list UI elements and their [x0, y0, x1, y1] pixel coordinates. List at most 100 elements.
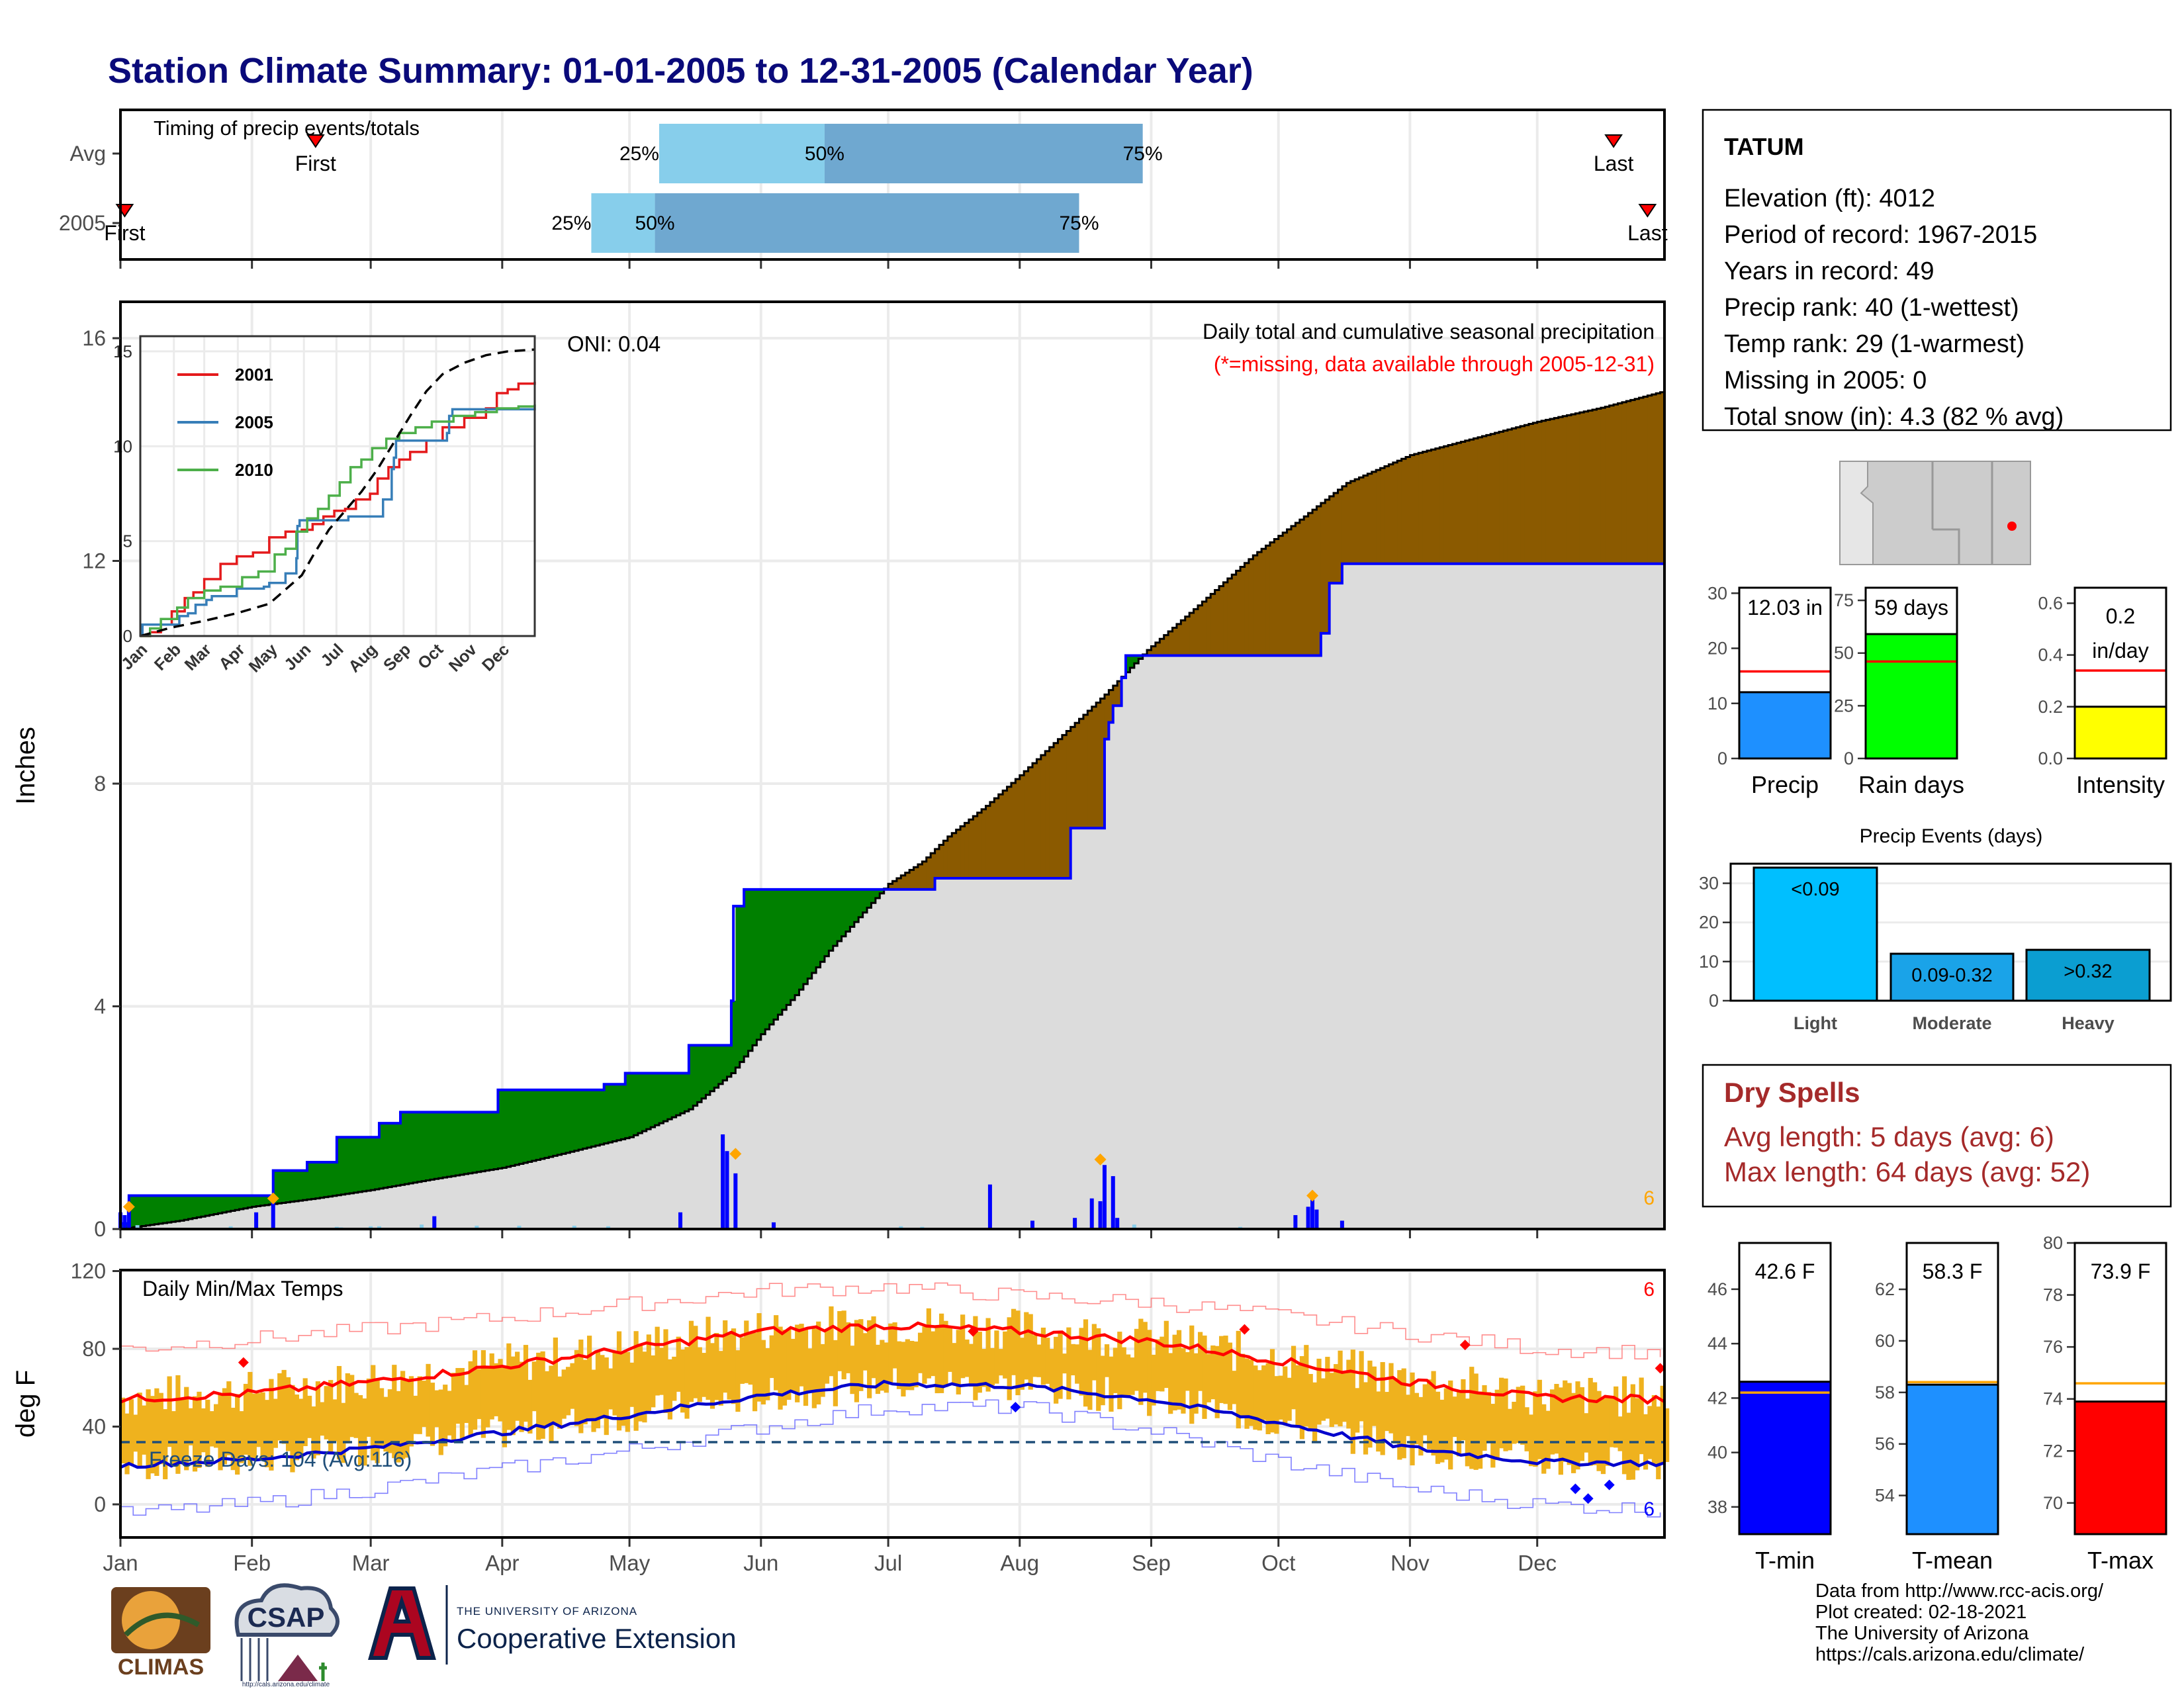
precip-below-normal-fill — [1155, 642, 1160, 656]
temp-record-marker — [968, 1326, 979, 1337]
temp-daily-bar — [977, 1332, 982, 1393]
temp-daily-bar — [1121, 1347, 1126, 1398]
precip-below-normal-fill — [1214, 590, 1220, 656]
precip-above-normal-fill — [574, 1089, 579, 1151]
precip-above-normal-fill — [616, 1084, 621, 1140]
precip-below-normal-fill — [1647, 395, 1653, 564]
precip-below-normal-fill — [1325, 499, 1330, 633]
precip-below-normal-fill — [1630, 400, 1635, 564]
temp-daily-bar — [502, 1367, 508, 1447]
temp-daily-bar — [510, 1356, 516, 1436]
precip-above-normal-fill — [803, 889, 808, 984]
temp-daily-bar — [803, 1327, 809, 1406]
temp-daily-bar — [1240, 1353, 1246, 1418]
temp-daily-bar — [1312, 1382, 1318, 1443]
temp-daily-bar — [1210, 1345, 1216, 1400]
temp-daily-bar — [1656, 1406, 1661, 1480]
timing-q50-label: 50% — [635, 212, 675, 234]
climas-logo-swoosh — [124, 1612, 201, 1637]
precip-below-normal-fill — [1058, 739, 1063, 879]
temp-daily-bar — [824, 1329, 830, 1384]
temp-y-tick-label: 120 — [71, 1259, 106, 1283]
temp-daily-bar — [1163, 1320, 1169, 1389]
precip-below-normal-fill — [1363, 475, 1368, 564]
temp-daily-bar — [417, 1376, 422, 1434]
precip-above-normal-fill — [256, 1195, 261, 1207]
precip-below-normal-fill — [1223, 582, 1228, 656]
precip-above-normal-fill — [226, 1195, 232, 1212]
inset-y-tick: 15 — [113, 342, 132, 361]
precip-above-normal-fill — [290, 1170, 295, 1202]
precip-below-normal-fill — [1091, 706, 1097, 829]
temp-daily-bar — [735, 1350, 741, 1412]
stat-label: Intensity — [2076, 771, 2165, 798]
temp-daily-bar — [184, 1387, 189, 1471]
inset-bg — [140, 336, 535, 636]
temp-daily-bar — [752, 1332, 758, 1412]
temp-stat-value-bar — [1905, 1383, 1999, 1535]
temp-stat-y-tick-label: 38 — [1707, 1497, 1727, 1517]
precip-below-normal-fill — [1643, 396, 1648, 564]
precip-max-marker — [729, 1148, 742, 1160]
temp-daily-bar — [1193, 1353, 1199, 1414]
precip-above-normal-fill — [137, 1195, 142, 1227]
precip-below-normal-fill — [1592, 409, 1598, 564]
inset-normal-line — [140, 348, 535, 637]
temp-daily-bar — [1049, 1349, 1054, 1391]
precip-above-normal-fill — [557, 1089, 563, 1155]
temp-daily-bar — [1664, 1408, 1670, 1463]
precip-below-normal-fill — [1465, 440, 1470, 564]
precip-below-normal-fill — [973, 816, 978, 879]
temp-daily-bar — [709, 1343, 715, 1409]
temp-daily-bar — [1456, 1391, 1462, 1457]
temp-daily-bar — [1278, 1375, 1283, 1420]
temp-y-tick-label: 80 — [82, 1337, 106, 1361]
temp-daily-bar — [1236, 1330, 1241, 1429]
events-category-label: Heavy — [2062, 1013, 2115, 1033]
temp-normal-max-line — [120, 1321, 1666, 1405]
temp-daily-bar — [128, 1399, 134, 1465]
temp-daily-bar — [1015, 1310, 1021, 1396]
precip-below-normal-fill — [1651, 394, 1657, 564]
precip-above-normal-fill — [561, 1089, 567, 1154]
temp-daily-bar — [845, 1322, 851, 1373]
temp-daily-bar — [1422, 1384, 1428, 1436]
temp-daily-bar — [1147, 1330, 1152, 1416]
temp-daily-bar — [1388, 1363, 1394, 1434]
timing-first-label: First — [295, 152, 336, 175]
temp-stat-y-tick-label: 56 — [1875, 1434, 1895, 1454]
temp-daily-bar — [1261, 1365, 1267, 1420]
precip-below-normal-fill — [1109, 690, 1114, 723]
precip-above-normal-fill — [302, 1170, 308, 1201]
precip-below-normal-fill — [1656, 393, 1661, 564]
precip-below-normal-fill — [943, 841, 948, 879]
precip-below-normal-fill — [1334, 492, 1339, 584]
temp-daily-bar — [336, 1365, 342, 1460]
temp-record-marker — [1239, 1324, 1250, 1335]
temp-daily-bar — [604, 1357, 609, 1436]
temp-daily-bar — [1223, 1335, 1228, 1404]
precip-daily-bar — [475, 1225, 479, 1229]
precip-below-normal-fill — [956, 829, 961, 879]
precip-below-normal-fill — [1219, 586, 1224, 656]
temp-daily-bar — [688, 1320, 694, 1402]
temp-daily-bar — [663, 1329, 668, 1413]
precip-above-normal-fill — [201, 1195, 206, 1217]
precip-above-normal-fill — [1130, 655, 1135, 668]
temp-stat-y-tick-label: 46 — [1707, 1279, 1727, 1299]
precip-below-normal-fill — [1210, 594, 1216, 656]
precip-below-normal-fill — [1299, 520, 1304, 656]
temp-daily-bar — [192, 1396, 198, 1472]
temp-daily-bar — [1032, 1335, 1038, 1377]
precip-above-normal-fill — [451, 1112, 456, 1177]
precip-below-normal-fill — [1533, 422, 1538, 564]
precip-above-normal-fill — [142, 1195, 147, 1226]
footer-credit-line: The University of Arizona — [1815, 1623, 2029, 1644]
precip-above-normal-fill — [621, 1084, 626, 1140]
precip-above-normal-fill — [739, 906, 745, 1062]
stat-value-text: 12.03 in — [1747, 596, 1823, 619]
temp-daily-bar — [917, 1332, 923, 1373]
stat-y-tick-label: 25 — [1834, 696, 1854, 715]
csap-logo-cloud — [234, 1583, 340, 1637]
